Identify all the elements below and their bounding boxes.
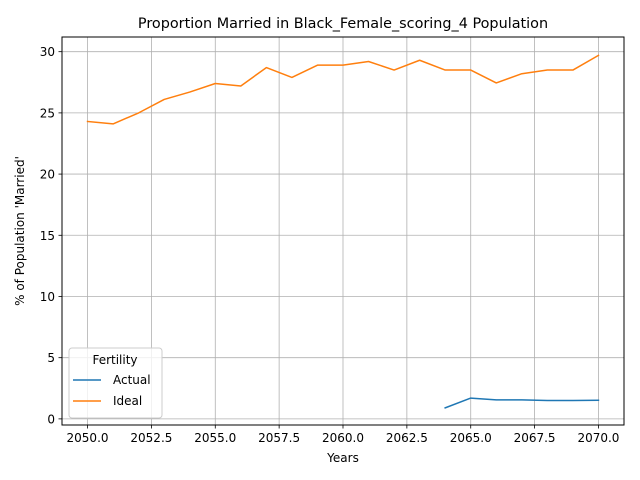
y-axis-label: % of Population 'Married' — [13, 156, 27, 306]
x-tick-label: 2060.0 — [322, 431, 364, 445]
y-tick-label: 25 — [40, 106, 55, 120]
x-tick-label: 2052.5 — [130, 431, 172, 445]
y-tick-label: 10 — [40, 290, 55, 304]
legend-label-actual: Actual — [113, 373, 151, 387]
y-tick-label: 0 — [47, 412, 55, 426]
x-axis-label: Years — [326, 451, 359, 465]
x-tick-label: 2070.0 — [577, 431, 619, 445]
legend: Fertility Actual Ideal — [69, 348, 162, 418]
x-tick-label: 2050.0 — [67, 431, 109, 445]
x-tick-label: 2055.0 — [194, 431, 236, 445]
y-tick-label: 5 — [47, 351, 55, 365]
x-tick-label: 2067.5 — [514, 431, 556, 445]
y-tick-label: 20 — [40, 168, 55, 182]
x-tick-label: 2062.5 — [386, 431, 428, 445]
x-tick-label: 2065.0 — [450, 431, 492, 445]
y-tick-label: 15 — [40, 229, 55, 243]
chart-title: Proportion Married in Black_Female_scori… — [138, 16, 548, 32]
y-tick-label: 30 — [40, 45, 55, 59]
x-tick-label: 2057.5 — [258, 431, 300, 445]
legend-title: Fertility — [92, 353, 137, 367]
legend-label-ideal: Ideal — [113, 394, 142, 408]
